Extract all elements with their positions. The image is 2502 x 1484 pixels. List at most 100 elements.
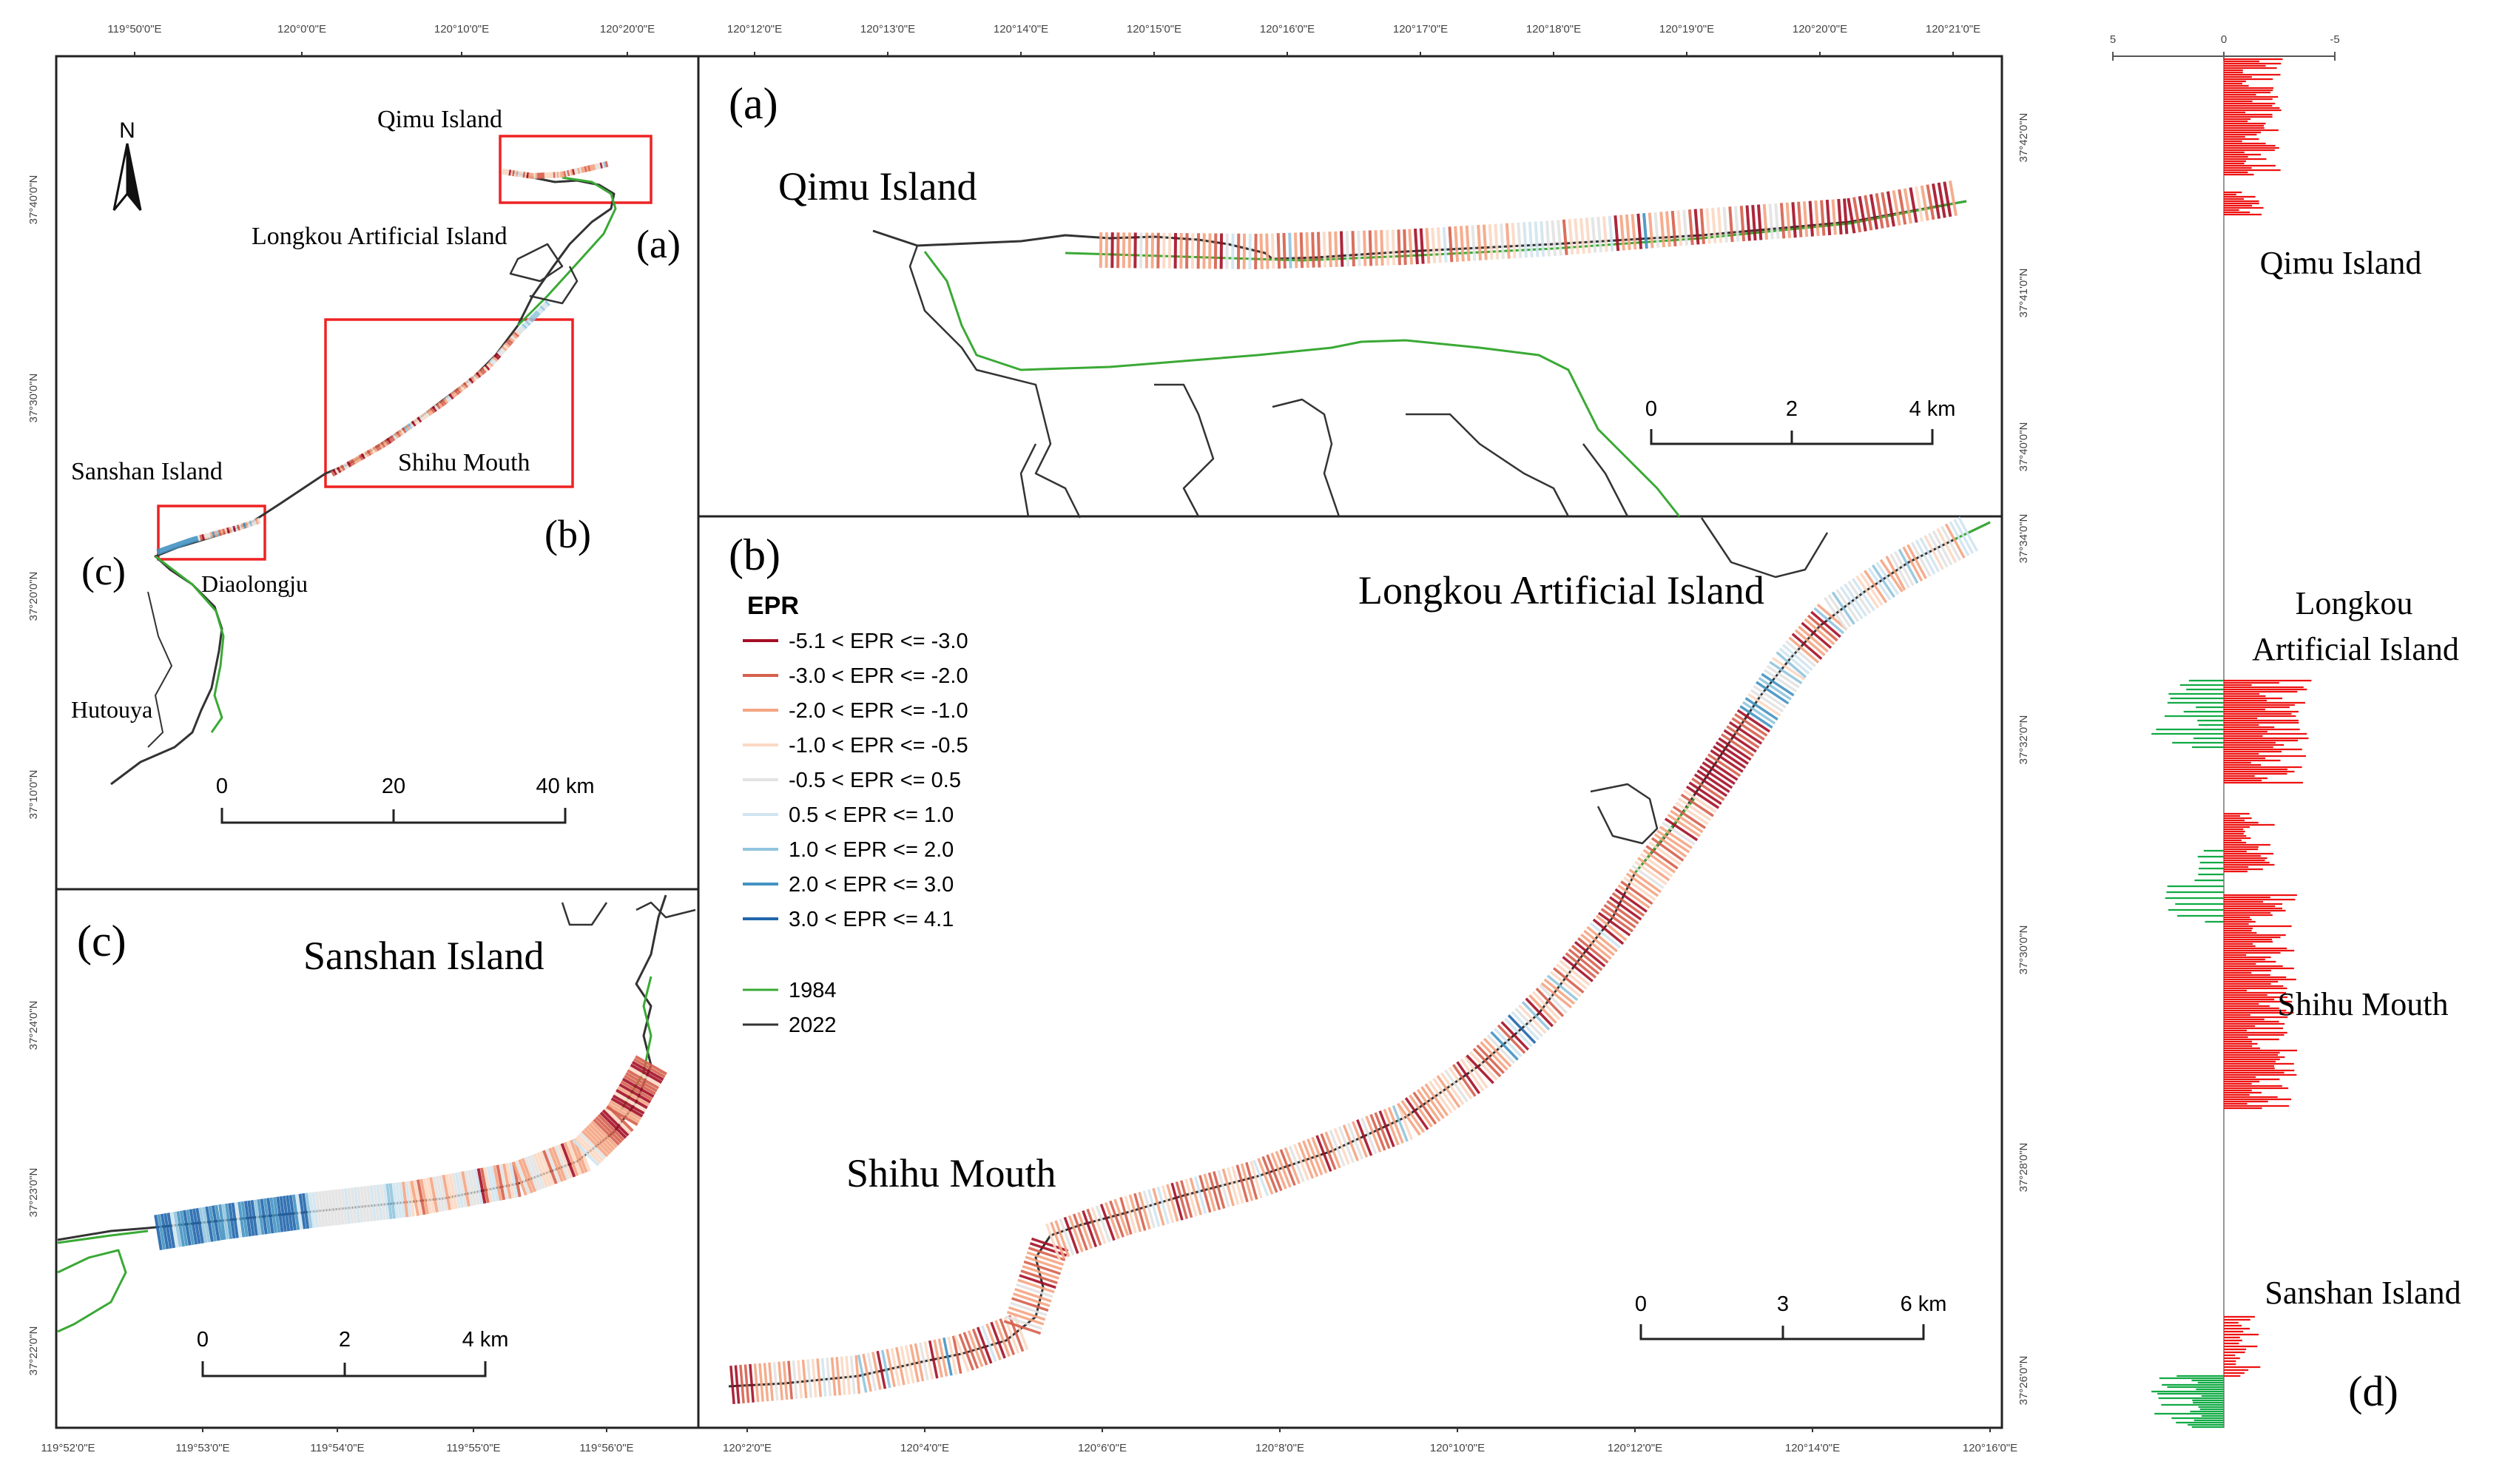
panel-c-transect <box>445 1174 455 1210</box>
panel-b-transect <box>1138 1191 1151 1230</box>
panel-c-transect <box>176 1211 186 1247</box>
panel-c-left-tick-1: 37°23'0"N <box>27 1168 40 1218</box>
overview-scale-0: 0 <box>216 775 228 798</box>
panel-c-transect <box>266 1198 274 1234</box>
panel-a-transect <box>1881 192 1890 228</box>
overview-transect-b <box>452 391 458 397</box>
panel-b-transect <box>1019 1274 1056 1289</box>
panel-c-transect <box>257 1198 265 1235</box>
panel-a-transect <box>1545 220 1551 257</box>
panel-b-transect <box>816 1358 823 1397</box>
overview-transect-a <box>568 169 573 176</box>
panel-b-transect <box>826 1357 832 1397</box>
panel-c-transect <box>607 1102 640 1124</box>
panel-b-transect <box>1898 548 1919 584</box>
overview-transect-b <box>493 354 500 360</box>
panel-c-left-tick-0: 37°24'0"N <box>27 1001 40 1050</box>
panel-b-transect <box>985 1323 1002 1360</box>
panel-b-transect <box>1831 591 1855 625</box>
panel-c-transect <box>372 1184 380 1221</box>
panel-c-transect <box>496 1164 506 1201</box>
panel-c-transect <box>597 1113 625 1141</box>
panel-b-transect <box>1617 884 1650 909</box>
panel-c-transect <box>630 1063 663 1085</box>
overview-transect-b <box>374 445 380 452</box>
panel-a-transect <box>1454 226 1460 262</box>
panel-c-transect <box>604 1107 632 1135</box>
panel-a-scale-2: 2 <box>1786 397 1798 421</box>
panel-a-transect <box>1403 229 1407 266</box>
panel-b-transect <box>1739 705 1773 729</box>
panel-b-transect <box>1794 629 1826 657</box>
legend-label-5: 0.5 < EPR <= 1.0 <box>789 803 954 827</box>
panel-b-transect <box>1400 1099 1426 1133</box>
panel-b-transect <box>1346 1122 1364 1160</box>
panel-c-transect <box>609 1100 642 1121</box>
overview-transect-b <box>482 365 489 372</box>
panel-c-transect <box>621 1077 655 1099</box>
overview-transect-c <box>191 536 195 544</box>
overview-transect-c <box>252 519 257 526</box>
panel-a-transect <box>1591 217 1597 253</box>
panel-c-transect <box>627 1069 659 1090</box>
panel-a-top-tick-7: 120°19'0"E <box>1659 23 1714 36</box>
overview-transect-b <box>414 417 420 425</box>
panel-b-transect <box>1022 1264 1059 1280</box>
panel-a-transect <box>1482 224 1488 260</box>
panel-c-transect <box>286 1195 294 1231</box>
panel-b-transect <box>1480 1041 1508 1071</box>
panel-a-transect <box>1397 229 1401 266</box>
panel-a-transect <box>1305 232 1309 269</box>
panel-b-transect <box>1451 1064 1477 1097</box>
panel-a-transect <box>1270 233 1275 269</box>
panel-a-transect <box>1362 230 1367 266</box>
panel-c-transect <box>442 1174 452 1210</box>
panel-c-bottom-tick-2: 119°54'0"E <box>310 1442 364 1454</box>
overview-transect-b <box>417 416 422 423</box>
overview-transect-b <box>399 428 405 435</box>
panel-b-transect <box>1958 516 1978 552</box>
panel-b-transect <box>1184 1178 1198 1217</box>
panel-b-transect <box>1758 677 1792 701</box>
panel-a-right-tick-0: 37°42'0"N <box>2017 113 2030 163</box>
panel-a-scale-bar <box>1650 429 1934 445</box>
panel-a-transect <box>1351 231 1355 267</box>
panel-c-structures <box>561 901 696 926</box>
panel-c-left-tick-2: 37°22'0"N <box>27 1326 40 1376</box>
panel-b-transect <box>778 1361 783 1400</box>
overview-transect-a <box>527 172 531 179</box>
legend-label-4: -0.5 < EPR <= 0.5 <box>789 769 961 792</box>
panel-b-transect <box>1753 684 1787 709</box>
overview-transect-b <box>541 303 547 310</box>
panel-b-transect <box>1778 647 1810 675</box>
overview-transect-b <box>357 455 362 462</box>
panel-b-transect <box>1798 625 1829 653</box>
panel-a-transect <box>1385 229 1390 266</box>
panel-a-transect <box>1745 205 1751 241</box>
panel-a-top-tick-5: 120°17'0"E <box>1393 23 1448 36</box>
panel-b-transect <box>933 1339 943 1378</box>
overview-transect-b <box>489 360 496 365</box>
overview-transect-c <box>218 529 222 536</box>
overview-transect-b <box>468 377 474 384</box>
overview-transect-b <box>390 435 396 442</box>
overview-transect-c <box>209 531 214 539</box>
panel-b-transect <box>1583 929 1615 957</box>
panel-b-transect <box>1203 1173 1216 1212</box>
overview-transect-b <box>386 437 392 445</box>
panel-b-transect <box>904 1345 915 1383</box>
overview-transect-b <box>380 441 386 448</box>
overview-transect-b <box>344 462 350 469</box>
panel-b-transect <box>1788 636 1820 664</box>
overview-transect-c <box>224 527 229 535</box>
panel-a-transect <box>1937 182 1946 218</box>
overview-transect-a <box>570 169 574 176</box>
panel-c-transect <box>539 1150 555 1186</box>
overview-transect-c <box>156 548 161 556</box>
panel-c-transect <box>413 1180 423 1216</box>
overview-transect-a <box>512 169 516 177</box>
overview-transect-c <box>197 535 201 542</box>
panel-c-transect <box>515 1160 530 1195</box>
panel-a-port <box>908 245 1629 519</box>
panel-a-transect <box>1886 191 1895 227</box>
